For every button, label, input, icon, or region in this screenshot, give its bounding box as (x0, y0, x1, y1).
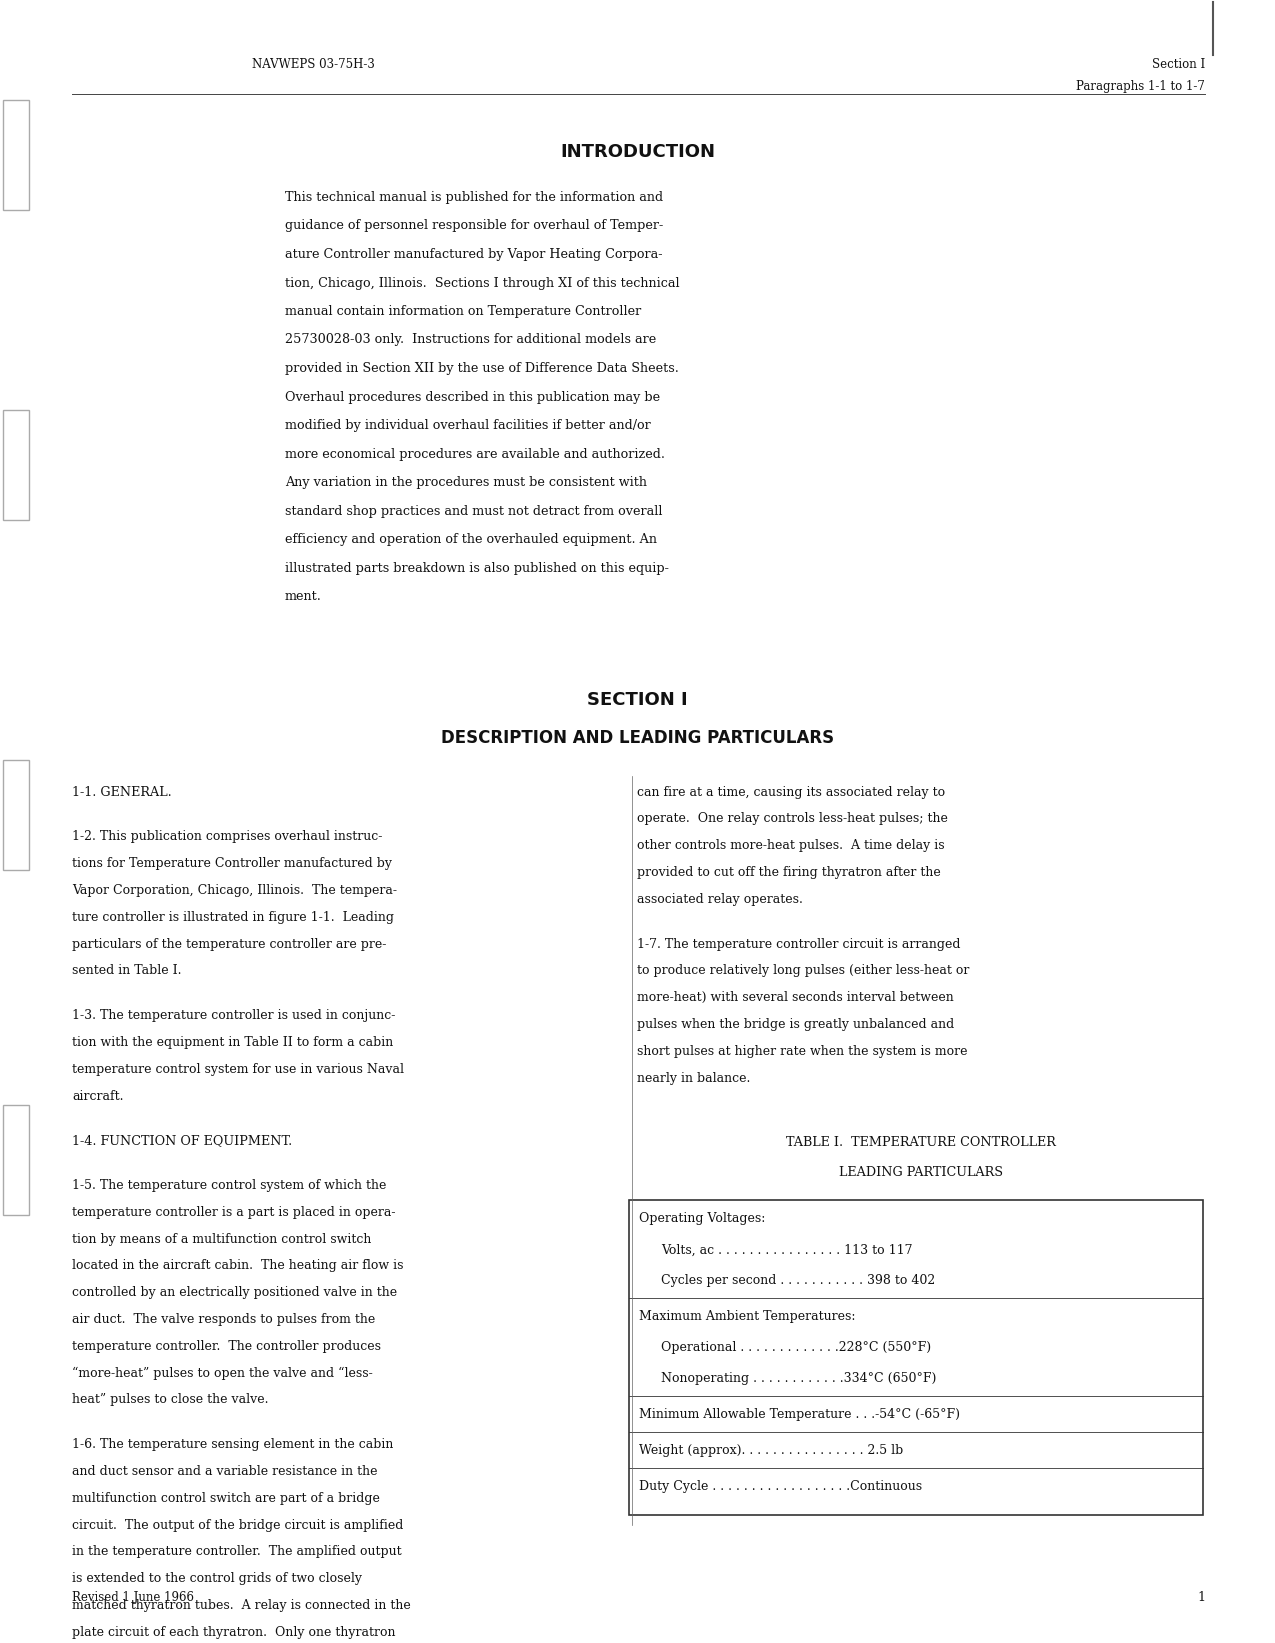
Text: TABLE I.  TEMPERATURE CONTROLLER: TABLE I. TEMPERATURE CONTROLLER (787, 1137, 1056, 1150)
Text: 1-5. The temperature control system of which the: 1-5. The temperature control system of w… (71, 1180, 386, 1193)
Text: short pulses at higher rate when the system is more: short pulses at higher rate when the sys… (638, 1045, 968, 1058)
Text: 1-1. GENERAL.: 1-1. GENERAL. (71, 785, 172, 798)
Text: Minimum Allowable Temperature . . .-54°C (-65°F): Minimum Allowable Temperature . . .-54°C… (639, 1408, 960, 1421)
Text: efficiency and operation of the overhauled equipment. An: efficiency and operation of the overhaul… (286, 532, 657, 545)
Text: associated relay operates.: associated relay operates. (638, 892, 803, 905)
Text: tions for Temperature Controller manufactured by: tions for Temperature Controller manufac… (71, 858, 391, 871)
Text: 25730028-03 only.  Instructions for additional models are: 25730028-03 only. Instructions for addit… (286, 334, 657, 347)
Text: Section I: Section I (1151, 58, 1205, 71)
Text: temperature controller.  The controller produces: temperature controller. The controller p… (71, 1341, 381, 1352)
Text: 1: 1 (1197, 1590, 1205, 1604)
Text: SECTION I: SECTION I (588, 690, 687, 708)
Text: Vapor Corporation, Chicago, Illinois.  The tempera-: Vapor Corporation, Chicago, Illinois. Th… (71, 884, 397, 897)
Text: manual contain information on Temperature Controller: manual contain information on Temperatur… (286, 306, 641, 319)
Text: 1-3. The temperature controller is used in conjunc-: 1-3. The temperature controller is used … (71, 1009, 395, 1022)
Text: tion with the equipment in Table II to form a cabin: tion with the equipment in Table II to f… (71, 1035, 393, 1048)
Text: standard shop practices and must not detract from overall: standard shop practices and must not det… (286, 504, 663, 518)
Text: illustrated parts breakdown is also published on this equip-: illustrated parts breakdown is also publ… (286, 562, 669, 575)
Text: provided in Section XII by the use of Difference Data Sheets.: provided in Section XII by the use of Di… (286, 361, 678, 375)
Text: located in the aircraft cabin.  The heating air flow is: located in the aircraft cabin. The heati… (71, 1260, 403, 1272)
Text: air duct.  The valve responds to pulses from the: air duct. The valve responds to pulses f… (71, 1313, 375, 1326)
Text: ment.: ment. (286, 590, 321, 603)
Text: more economical procedures are available and authorized.: more economical procedures are available… (286, 447, 666, 460)
Text: Volts, ac . . . . . . . . . . . . . . . . 113 to 117: Volts, ac . . . . . . . . . . . . . . . … (660, 1244, 913, 1257)
Text: 1-2. This publication comprises overhaul instruc-: 1-2. This publication comprises overhaul… (71, 830, 382, 843)
Text: Maximum Ambient Temperatures:: Maximum Ambient Temperatures: (639, 1311, 856, 1323)
Text: operate.  One relay controls less-heat pulses; the: operate. One relay controls less-heat pu… (638, 812, 947, 825)
Text: Any variation in the procedures must be consistent with: Any variation in the procedures must be … (286, 476, 646, 490)
Text: aircraft.: aircraft. (71, 1089, 124, 1102)
Text: plate circuit of each thyratron.  Only one thyratron: plate circuit of each thyratron. Only on… (71, 1627, 395, 1640)
Text: Paragraphs 1-1 to 1-7: Paragraphs 1-1 to 1-7 (1076, 81, 1205, 94)
Text: sented in Table I.: sented in Table I. (71, 964, 181, 978)
Text: temperature controller is a part is placed in opera-: temperature controller is a part is plac… (71, 1206, 395, 1219)
Text: is extended to the control grids of two closely: is extended to the control grids of two … (71, 1572, 362, 1585)
Text: temperature control system for use in various Naval: temperature control system for use in va… (71, 1063, 404, 1076)
Text: nearly in balance.: nearly in balance. (638, 1071, 751, 1084)
Text: DESCRIPTION AND LEADING PARTICULARS: DESCRIPTION AND LEADING PARTICULARS (441, 728, 834, 746)
Text: can fire at a time, causing its associated relay to: can fire at a time, causing its associat… (638, 785, 945, 798)
Text: matched thyratron tubes.  A relay is connected in the: matched thyratron tubes. A relay is conn… (71, 1599, 411, 1612)
Text: provided to cut off the firing thyratron after the: provided to cut off the firing thyratron… (638, 866, 941, 879)
Text: Operational . . . . . . . . . . . . .228°C (550°F): Operational . . . . . . . . . . . . .228… (660, 1341, 931, 1354)
Text: Overhaul procedures described in this publication may be: Overhaul procedures described in this pu… (286, 391, 660, 404)
Text: heat” pulses to close the valve.: heat” pulses to close the valve. (71, 1393, 269, 1406)
Text: Operating Voltages:: Operating Voltages: (639, 1213, 765, 1226)
Text: LEADING PARTICULARS: LEADING PARTICULARS (839, 1167, 1003, 1180)
Text: and duct sensor and a variable resistance in the: and duct sensor and a variable resistanc… (71, 1466, 377, 1479)
Text: 1-4. FUNCTION OF EQUIPMENT.: 1-4. FUNCTION OF EQUIPMENT. (71, 1134, 292, 1147)
Text: Revised 1 June 1966: Revised 1 June 1966 (71, 1590, 194, 1604)
Text: tion by means of a multifunction control switch: tion by means of a multifunction control… (71, 1232, 371, 1245)
Text: 1-7. The temperature controller circuit is arranged: 1-7. The temperature controller circuit … (638, 938, 960, 951)
Text: NAVWEPS 03-75H-3: NAVWEPS 03-75H-3 (252, 58, 375, 71)
Text: guidance of personnel responsible for overhaul of Temper-: guidance of personnel responsible for ov… (286, 220, 663, 233)
Text: INTRODUCTION: INTRODUCTION (560, 143, 715, 161)
Text: in the temperature controller.  The amplified output: in the temperature controller. The ampli… (71, 1546, 402, 1559)
Text: Weight (approx). . . . . . . . . . . . . . . . 2.5 lb: Weight (approx). . . . . . . . . . . . .… (639, 1444, 903, 1457)
Text: Nonoperating . . . . . . . . . . . .334°C (650°F): Nonoperating . . . . . . . . . . . .334°… (660, 1372, 936, 1385)
Text: pulses when the bridge is greatly unbalanced and: pulses when the bridge is greatly unbala… (638, 1019, 954, 1030)
Text: controlled by an electrically positioned valve in the: controlled by an electrically positioned… (71, 1286, 397, 1300)
Text: particulars of the temperature controller are pre-: particulars of the temperature controlle… (71, 938, 386, 951)
Text: ature Controller manufactured by Vapor Heating Corpora-: ature Controller manufactured by Vapor H… (286, 248, 663, 261)
Text: circuit.  The output of the bridge circuit is amplified: circuit. The output of the bridge circui… (71, 1518, 403, 1531)
Text: multifunction control switch are part of a bridge: multifunction control switch are part of… (71, 1492, 380, 1505)
Text: Cycles per second . . . . . . . . . . . 398 to 402: Cycles per second . . . . . . . . . . . … (660, 1275, 936, 1288)
Text: 1-6. The temperature sensing element in the cabin: 1-6. The temperature sensing element in … (71, 1438, 394, 1451)
Text: ture controller is illustrated in figure 1-1.  Leading: ture controller is illustrated in figure… (71, 910, 394, 923)
Text: other controls more-heat pulses.  A time delay is: other controls more-heat pulses. A time … (638, 840, 945, 853)
Bar (629, 1201, 1204, 1515)
Text: tion, Chicago, Illinois.  Sections I through XI of this technical: tion, Chicago, Illinois. Sections I thro… (286, 276, 680, 289)
Text: This technical manual is published for the information and: This technical manual is published for t… (286, 191, 663, 204)
Text: Duty Cycle . . . . . . . . . . . . . . . . . .Continuous: Duty Cycle . . . . . . . . . . . . . . .… (639, 1480, 922, 1493)
Text: “more-heat” pulses to open the valve and “less-: “more-heat” pulses to open the valve and… (71, 1367, 372, 1380)
Text: to produce relatively long pulses (either less-heat or: to produce relatively long pulses (eithe… (638, 964, 969, 978)
Text: more-heat) with several seconds interval between: more-heat) with several seconds interval… (638, 991, 954, 1004)
Text: modified by individual overhaul facilities if better and/or: modified by individual overhaul faciliti… (286, 419, 650, 432)
